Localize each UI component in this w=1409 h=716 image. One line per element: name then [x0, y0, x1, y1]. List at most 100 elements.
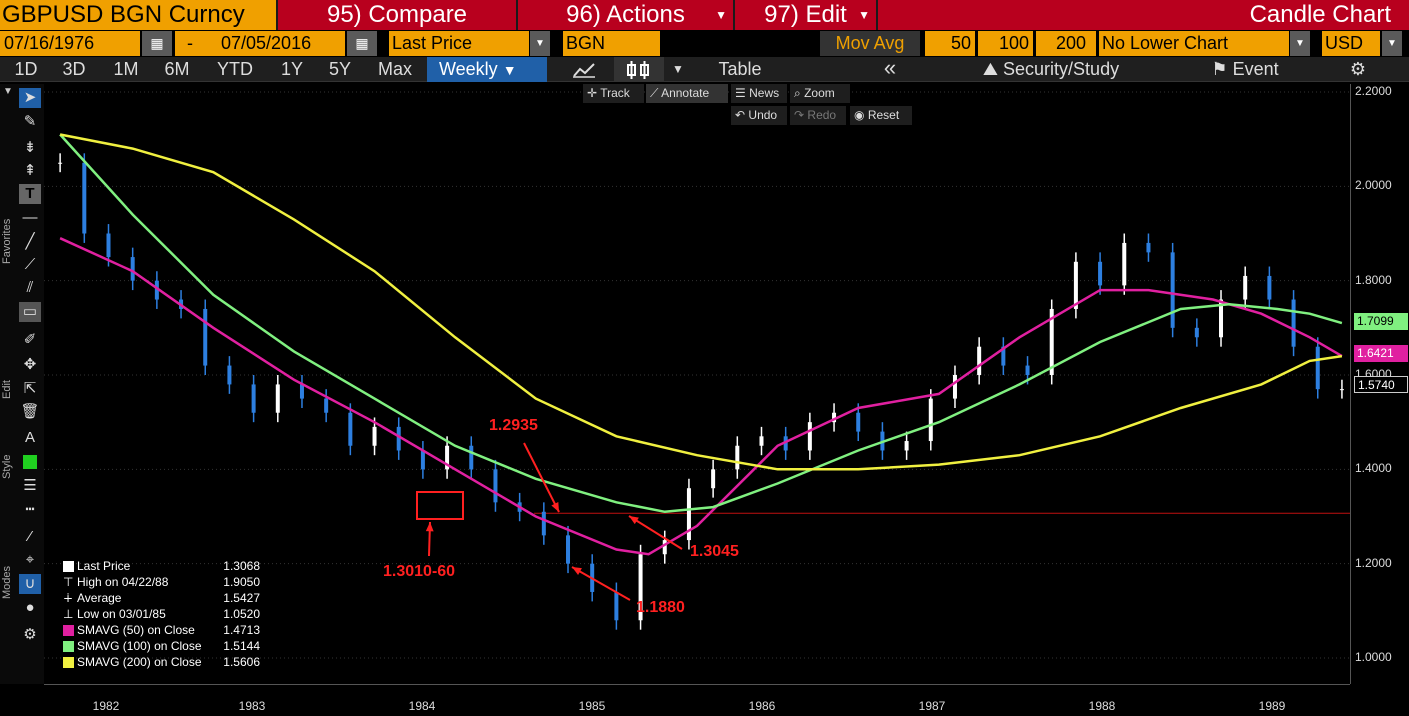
horizontal-line-icon[interactable]: —: [22, 209, 38, 226]
redo-button[interactable]: ↷ Redo: [790, 106, 846, 125]
trash-icon[interactable]: 🗑: [20, 403, 40, 420]
legend-row-sma100: SMAVG (100) on Close 1.5144: [55, 638, 260, 654]
line-weight-icon[interactable]: ☰: [23, 477, 37, 494]
draw-icon[interactable]: ✐: [23, 331, 37, 348]
legend-value: 1.0520: [223, 607, 260, 621]
edit-button[interactable]: 97) Edit ▼: [735, 0, 876, 30]
mov-avg-label: Mov Avg: [820, 31, 920, 56]
period-max[interactable]: Max: [377, 59, 412, 79]
candle-body: [1170, 252, 1175, 328]
legend-label: Last Price: [77, 559, 131, 573]
chevron-down-icon[interactable]: ▼: [1290, 31, 1310, 56]
news-button[interactable]: ☰ News: [731, 84, 787, 103]
currency-select[interactable]: USD: [1322, 31, 1380, 56]
gear-icon[interactable]: ⚙: [1349, 59, 1367, 79]
legend-swatch: [63, 561, 74, 572]
event-button[interactable]: ⚑ Event: [1200, 57, 1290, 82]
legend-swatch: [63, 641, 74, 652]
calendar-icon[interactable]: ▦: [142, 31, 172, 56]
period-1d[interactable]: 1D: [14, 59, 38, 79]
layers-icon[interactable]: ●: [25, 599, 35, 616]
candle-body: [1098, 261, 1103, 286]
color-swatch-icon[interactable]: [19, 452, 41, 472]
arrow-2: [523, 442, 560, 513]
trend-line-icon[interactable]: ╱: [25, 233, 35, 250]
text-icon[interactable]: T: [19, 184, 41, 204]
reset-icon: ◉: [854, 108, 865, 122]
frequency-label: Weekly: [439, 59, 498, 79]
settings-gear-icon[interactable]: ⚙: [23, 626, 37, 643]
candle-body: [1049, 308, 1054, 375]
frequency-select[interactable]: Weekly ▼: [427, 57, 547, 82]
period-3d[interactable]: 3D: [62, 59, 86, 79]
ma-period-3[interactable]: 200: [1036, 31, 1096, 56]
table-button[interactable]: Table: [718, 59, 762, 79]
sma50-badge: 1.6421: [1354, 345, 1408, 362]
x-tick: 1982: [92, 699, 120, 713]
candle-body: [541, 511, 546, 536]
line-chart-icon[interactable]: [566, 57, 602, 82]
line-style-icon[interactable]: ┅: [25, 501, 35, 518]
annotate-button[interactable]: ⟋ Annotate: [646, 84, 728, 103]
period-5y[interactable]: 5Y: [328, 59, 352, 79]
x-tick: 1983: [238, 699, 266, 713]
calendar-icon[interactable]: ▦: [347, 31, 377, 56]
ray-line-icon[interactable]: ⟋: [24, 256, 36, 273]
start-date-field[interactable]: 07/16/1976: [0, 31, 140, 56]
rectangle-icon[interactable]: ▭: [19, 302, 41, 322]
chevron-down-icon[interactable]: ▼: [3, 86, 13, 97]
price-field-select[interactable]: Last Price: [389, 31, 529, 56]
track-button[interactable]: ✛ Track: [583, 84, 644, 103]
x-tick: 1989: [1258, 699, 1286, 713]
candle-body: [1243, 275, 1248, 300]
candle-body: [1194, 327, 1199, 338]
period-1y[interactable]: 1Y: [280, 59, 304, 79]
zoom-button[interactable]: ⌕ Zoom: [790, 84, 850, 103]
crosshair-icon[interactable]: ⌖: [25, 551, 35, 568]
fibonacci-icon[interactable]: ⇟: [23, 139, 37, 156]
source-field[interactable]: BGN: [563, 31, 660, 56]
ma-period-1[interactable]: 50: [925, 31, 975, 56]
magnet-icon[interactable]: ∪: [19, 574, 41, 594]
low-marker-icon: ⊥: [63, 607, 74, 621]
period-ytd[interactable]: YTD: [217, 59, 253, 79]
candle-body: [58, 162, 63, 164]
annotation-2: 1.2935: [489, 417, 538, 434]
chevron-down-icon: ▼: [715, 8, 727, 22]
end-date-field[interactable]: 07/05/2016: [205, 31, 345, 56]
chevron-down-icon[interactable]: ▼: [1382, 31, 1402, 56]
pencil-icon[interactable]: ⁄: [28, 528, 32, 545]
x-axis: 1982 1983 1984 1985 1986 1987 1988 1989: [44, 684, 1350, 716]
flag-icon: ⚑: [1211, 59, 1228, 79]
font-style-icon[interactable]: A: [24, 429, 35, 446]
move-icon[interactable]: ✥: [23, 356, 37, 373]
period-1m[interactable]: 1M: [113, 59, 139, 79]
channel-icon[interactable]: ⫽: [26, 279, 34, 296]
fib-fan-icon[interactable]: ⇞: [23, 162, 37, 179]
legend-label: High on 04/22/88: [77, 575, 169, 589]
security-study-button[interactable]: ⛰ Security/Study: [966, 57, 1136, 82]
period-6m[interactable]: 6M: [164, 59, 190, 79]
candle-body: [372, 426, 377, 446]
y-tick: 1.2000: [1355, 556, 1392, 570]
legend-value: 1.4713: [223, 623, 260, 637]
undo-button[interactable]: ↶ Undo: [731, 106, 787, 125]
price-chart[interactable]: [44, 84, 1350, 684]
candle-body: [130, 257, 135, 281]
ticker-title[interactable]: GBPUSD BGN Curncy: [0, 0, 276, 30]
lower-chart-select[interactable]: No Lower Chart: [1099, 31, 1289, 56]
candle-body: [469, 445, 474, 470]
candle-body: [1001, 346, 1006, 366]
pen-icon[interactable]: ✎: [23, 113, 37, 130]
collapse-icon[interactable]: «: [883, 55, 897, 80]
compare-button[interactable]: 95) Compare: [278, 0, 516, 30]
zoom-icon: ⌕: [794, 86, 801, 100]
chevron-down-icon[interactable]: ▼: [672, 62, 684, 76]
select-add-icon[interactable]: ⇱: [23, 380, 37, 397]
chevron-down-icon[interactable]: ▼: [530, 31, 550, 56]
candle-chart-icon[interactable]: [614, 57, 664, 82]
ma-period-2[interactable]: 100: [978, 31, 1033, 56]
pointer-icon[interactable]: ➤: [19, 88, 41, 108]
actions-button[interactable]: 96) Actions ▼: [518, 0, 733, 30]
reset-button[interactable]: ◉ Reset: [850, 106, 912, 125]
